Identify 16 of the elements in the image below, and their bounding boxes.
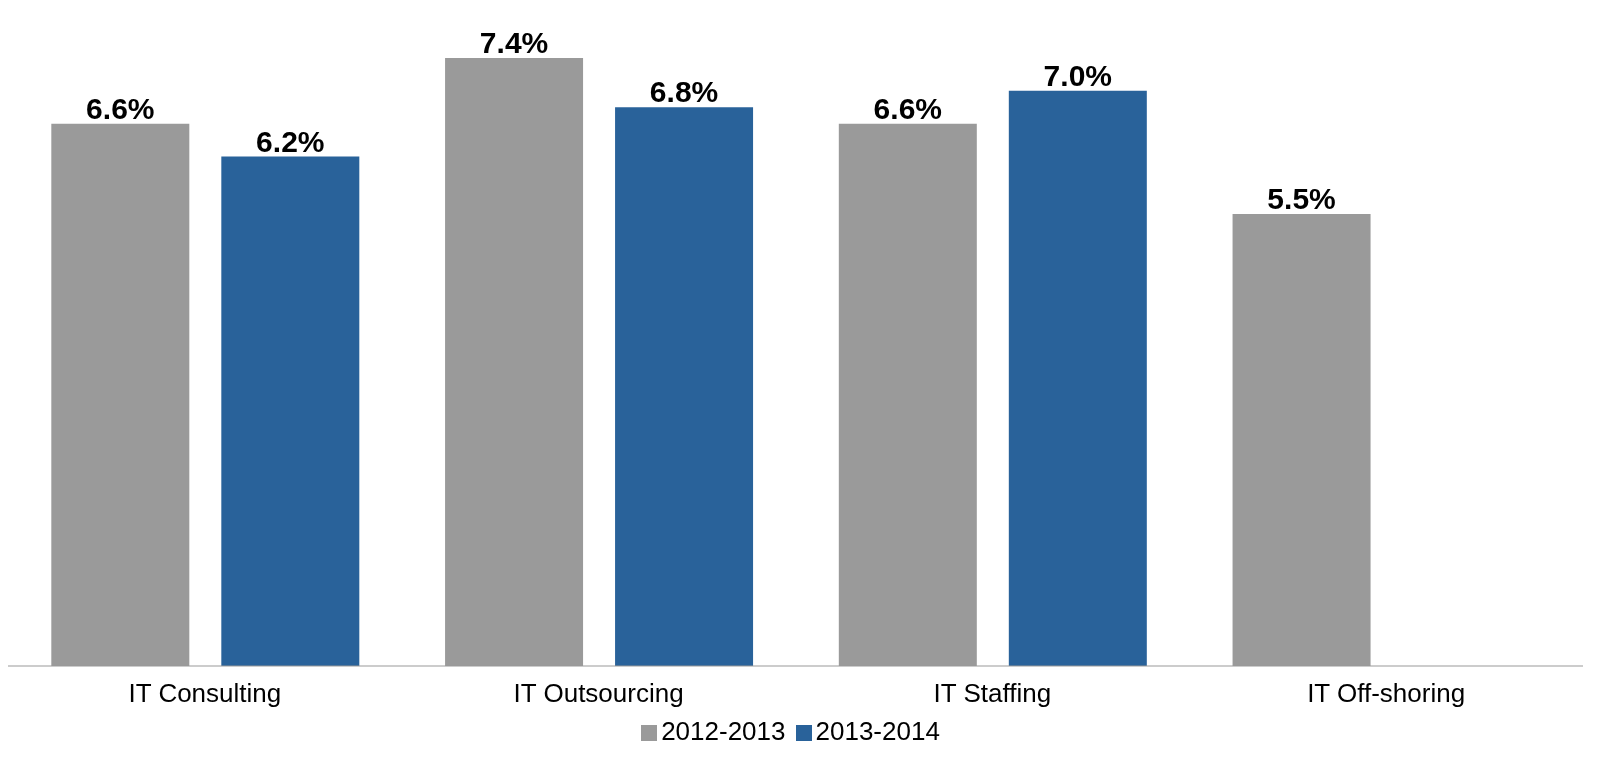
bar (615, 107, 754, 666)
data-label: 7.4% (479, 26, 549, 59)
x-tick-label: IT Staffing (933, 678, 1052, 709)
data-label: 6.8% (649, 75, 719, 109)
legend-label: 2013-2014 (815, 716, 940, 746)
data-label: 6.6% (873, 91, 943, 125)
data-label: 7.0% (1043, 58, 1113, 92)
data-label: 5.5% (1267, 182, 1336, 216)
bar (221, 156, 360, 666)
data-label: 6.6% (86, 91, 155, 125)
data-label: 6.2% (256, 124, 325, 158)
bar (1008, 90, 1147, 666)
legend-label: 2012-2013 (661, 716, 786, 746)
x-tick-label: IT Off-shoring (1307, 678, 1466, 709)
x-tick-label: IT Outsourcing (513, 678, 684, 709)
x-tick-label: IT Consulting (128, 678, 282, 709)
